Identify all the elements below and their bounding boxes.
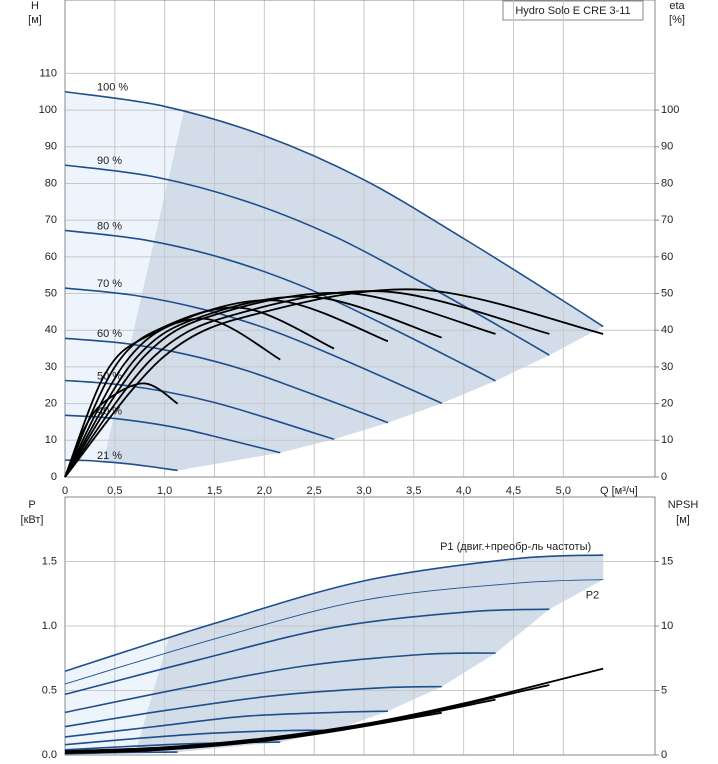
y-tick-label: 0.0 xyxy=(42,749,57,761)
curve-label: 60 % xyxy=(97,328,122,340)
chart-title: Hydro Solo E CRE 3-11 xyxy=(515,5,630,17)
region-dark xyxy=(99,91,604,471)
y2-tick-label: 40 xyxy=(661,324,673,336)
y2-tick-label: 20 xyxy=(661,398,673,410)
curve xyxy=(64,608,550,696)
curve-label: P2 xyxy=(586,589,599,601)
y2-tick-label: 15 xyxy=(661,555,673,567)
y-tick-label: 100 xyxy=(39,104,57,116)
y-tick-label: 1.0 xyxy=(42,620,57,632)
y-tick-label: 1.5 xyxy=(42,555,57,567)
y2-tick-label: 80 xyxy=(661,177,673,189)
x-tick-label: 5,0 xyxy=(556,485,571,497)
curve xyxy=(64,554,604,672)
curve-label: 100 % xyxy=(97,82,128,94)
y-unit: [кВт] xyxy=(21,514,44,526)
region-dark xyxy=(134,555,604,754)
secondary-curve xyxy=(64,292,496,478)
plot-frame xyxy=(64,0,656,478)
x-tick-label: 2,5 xyxy=(307,485,322,497)
y2-tick-label: 30 xyxy=(661,361,673,373)
curve-label: 70 % xyxy=(97,278,122,290)
secondary-curve xyxy=(64,288,604,478)
y-tick-label: 30 xyxy=(45,361,57,373)
curve xyxy=(64,685,442,728)
secondary-curve xyxy=(64,382,179,478)
y2-tick-label: 60 xyxy=(661,251,673,263)
y-tick-label: 10 xyxy=(45,434,57,446)
secondary-curve xyxy=(64,317,281,478)
curve xyxy=(64,90,604,328)
curve xyxy=(64,229,496,382)
y2-tick-label: 70 xyxy=(661,214,673,226)
secondary-curve xyxy=(64,306,335,478)
y-unit: [м] xyxy=(28,14,42,26)
y2-unit: [м] xyxy=(676,514,690,526)
x-tick-label: 2,0 xyxy=(257,485,272,497)
x-tick-label: 0,5 xyxy=(107,485,122,497)
y2-tick-label: 90 xyxy=(661,141,673,153)
x-label: Q [м³/ч] xyxy=(600,485,638,497)
curve-label: P1 (двиг.+преобр-ль частоты) xyxy=(440,541,591,553)
y2-tick-label: 10 xyxy=(661,434,673,446)
y2-tick-label: 50 xyxy=(661,287,673,299)
y2-label: NPSH xyxy=(668,499,699,511)
y-tick-label: 70 xyxy=(45,214,57,226)
y-tick-label: 80 xyxy=(45,177,57,189)
y2-tick-label: 0 xyxy=(661,749,667,761)
y-label: H xyxy=(31,0,39,12)
x-tick-label: 0 xyxy=(62,485,68,497)
x-tick-label: 4,0 xyxy=(456,485,471,497)
x-tick-label: 4,5 xyxy=(506,485,521,497)
y-label: P xyxy=(28,499,35,511)
curve xyxy=(64,379,335,440)
y2-tick-label: 0 xyxy=(661,471,667,483)
y-tick-label: 20 xyxy=(45,398,57,410)
curve xyxy=(64,579,604,685)
secondary-curve xyxy=(64,711,442,754)
curve-label: 21 % xyxy=(97,450,122,462)
curve xyxy=(64,729,335,746)
x-tick-label: 1,0 xyxy=(157,485,172,497)
y-tick-label: 0.5 xyxy=(42,684,57,696)
curve xyxy=(64,337,389,424)
x-tick-label: 1,5 xyxy=(207,485,222,497)
y-tick-label: 40 xyxy=(45,324,57,336)
y2-tick-label: 10 xyxy=(661,620,673,632)
title-box xyxy=(502,0,644,21)
y-tick-label: 0 xyxy=(51,471,57,483)
x-tick-label: 3,0 xyxy=(356,485,371,497)
curve xyxy=(64,710,388,738)
x-tick-label: 3,5 xyxy=(406,485,421,497)
curve xyxy=(64,164,550,356)
y2-label: eta xyxy=(669,0,685,12)
y-tick-label: 90 xyxy=(45,141,57,153)
y-tick-label: 60 xyxy=(45,251,57,263)
curve-label: 80 % xyxy=(97,220,122,232)
y2-tick-label: 100 xyxy=(661,104,679,116)
curve-label: 90 % xyxy=(97,155,122,167)
y-tick-label: 110 xyxy=(39,67,57,79)
y2-tick-label: 5 xyxy=(661,684,667,696)
y2-unit: [%] xyxy=(669,14,685,26)
secondary-curve xyxy=(64,290,550,478)
curve xyxy=(64,459,178,472)
plot-frame xyxy=(64,496,656,756)
y-tick-label: 50 xyxy=(45,287,57,299)
curve xyxy=(64,652,496,714)
curve xyxy=(64,287,443,404)
